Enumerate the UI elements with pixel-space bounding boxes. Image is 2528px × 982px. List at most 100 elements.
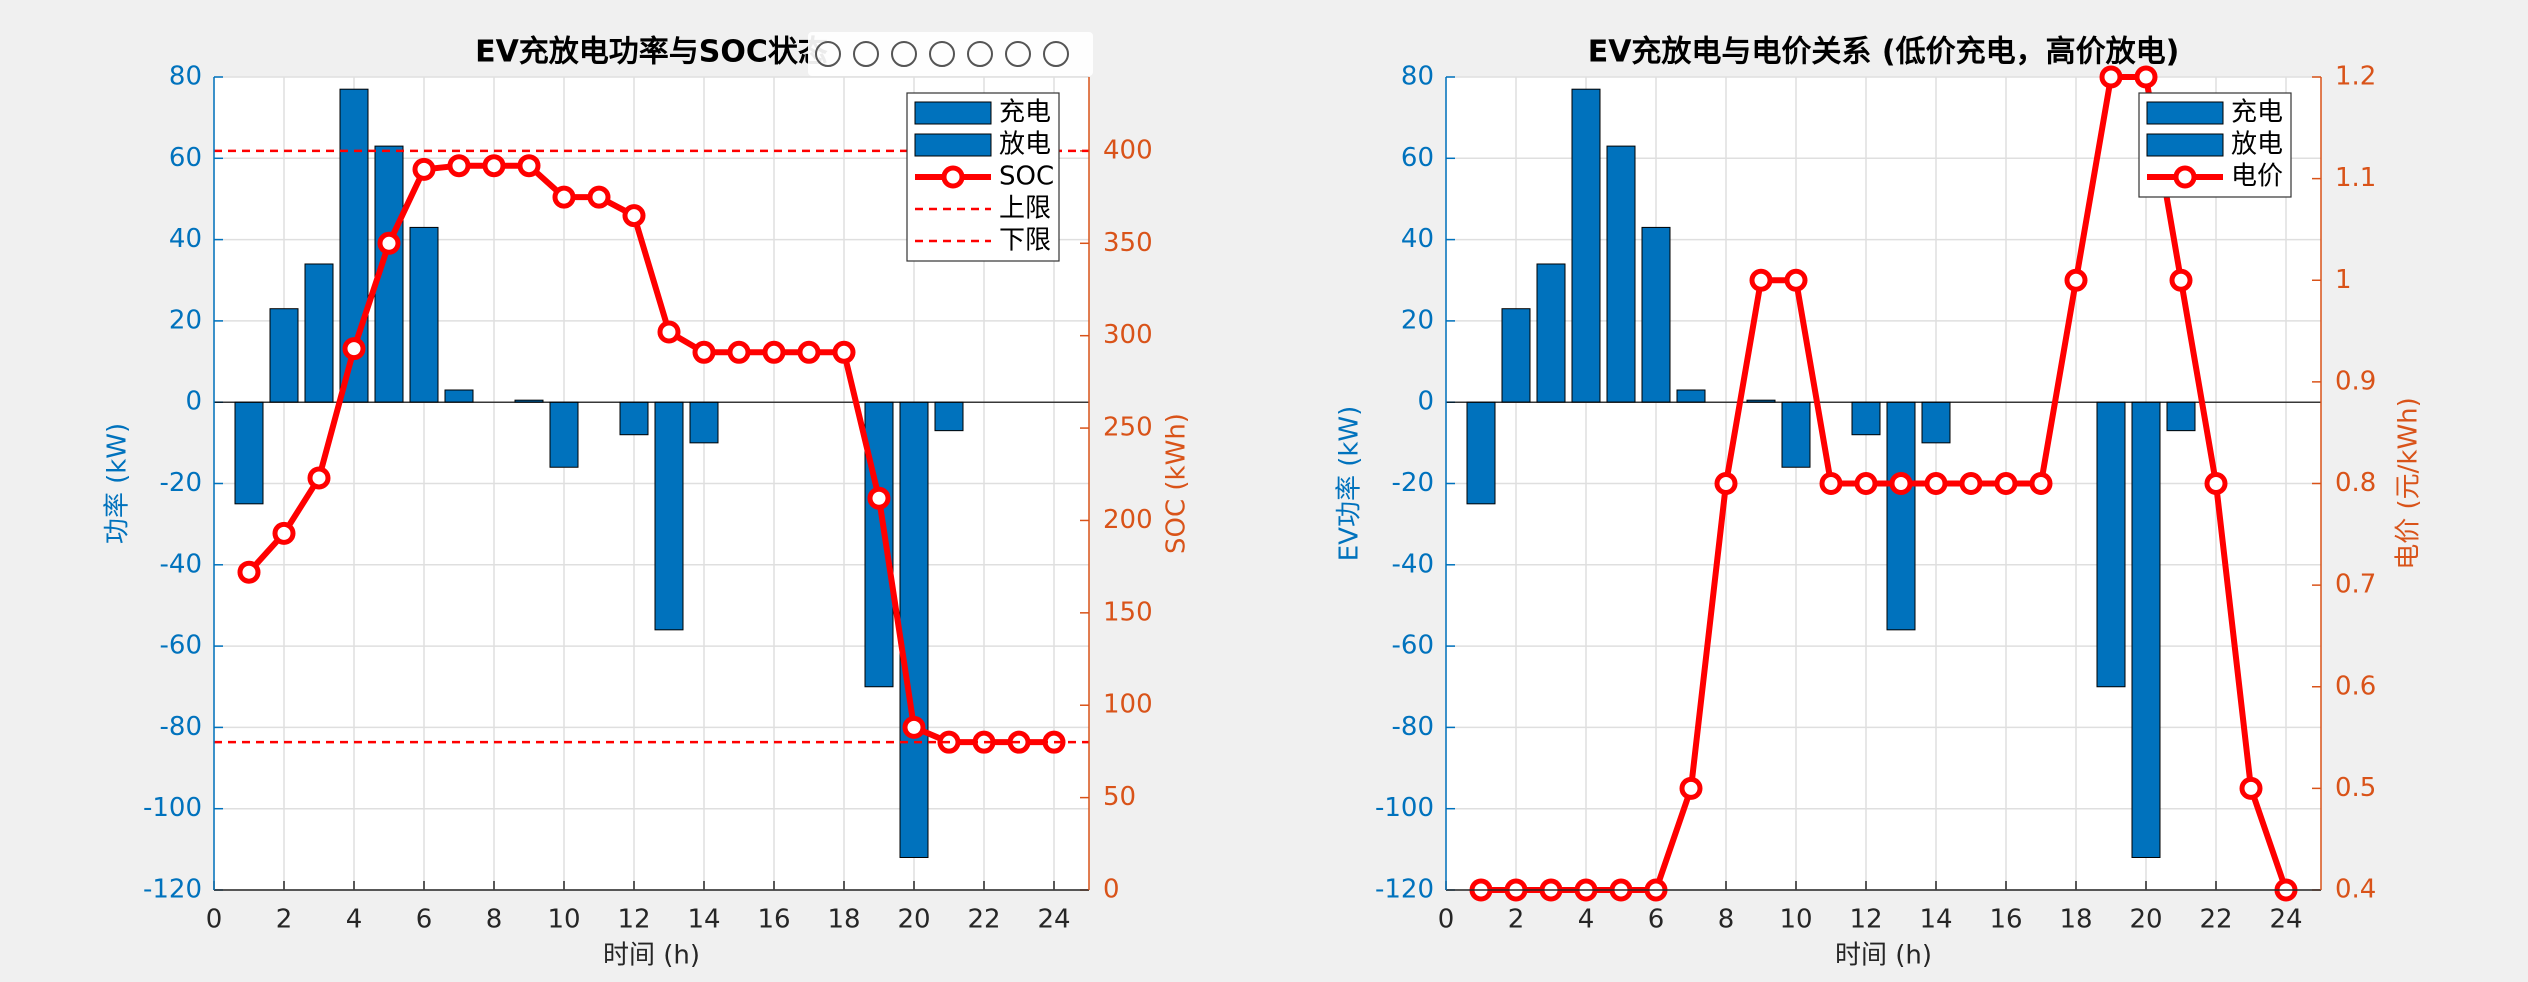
toolbar-icon[interactable] (891, 41, 917, 67)
bar (689, 401, 719, 444)
marker (342, 337, 366, 361)
x-tick-label: 4 (1578, 905, 1595, 935)
y2-tick-label: 1.2 (2335, 62, 2376, 92)
toolbar-icon[interactable] (1043, 41, 1069, 67)
y-tick-label: 60 (1401, 143, 1434, 173)
marker (1959, 472, 1983, 495)
y-tick-label: -100 (143, 793, 202, 823)
y2-tick-label: 200 (1103, 505, 1153, 535)
x-tick-label: 22 (2199, 905, 2232, 935)
y2-axis-label: 电价 (元/kWh) (2394, 397, 2424, 570)
x-tick-label: 18 (827, 905, 860, 935)
y-tick-label: 40 (169, 224, 202, 254)
legend-label: SOC (999, 162, 1054, 192)
bar (1571, 88, 1601, 403)
toolbar-icon[interactable] (929, 41, 955, 67)
marker (1994, 472, 2018, 495)
marker (307, 466, 331, 490)
x-tick-label: 16 (1989, 905, 2022, 935)
toolbar-icon[interactable] (853, 41, 879, 67)
x-tick-label: 2 (1508, 905, 1525, 935)
chart-title: EV充放电功率与SOC状态 (475, 35, 828, 70)
x-tick-label: 12 (1849, 905, 1882, 935)
chart-title: EV充放电与电价关系 (低价充电，高价放电) (1588, 35, 2180, 70)
x-tick-label: 18 (2059, 905, 2092, 935)
legend-label: 下限 (999, 226, 1051, 256)
y-tick-label: 0 (1417, 387, 1434, 417)
y-axis-label: 功率 (kW) (103, 423, 133, 544)
marker (1854, 472, 1878, 495)
y2-tick-label: 50 (1103, 782, 1136, 812)
marker (1784, 268, 1808, 292)
marker (1679, 776, 1703, 800)
toolbar-icon[interactable] (967, 41, 993, 67)
bar (1921, 401, 1951, 444)
marker (1889, 472, 1913, 495)
legend-label: 电价 (2231, 162, 2283, 192)
toolbar-icon[interactable] (815, 41, 841, 67)
x-tick-label: 10 (547, 905, 580, 935)
y-tick-label: -100 (1375, 793, 1434, 823)
marker (2204, 472, 2228, 495)
legend-label: 放电 (999, 130, 1051, 160)
marker (447, 154, 471, 178)
legend-label: 上限 (999, 194, 1051, 224)
y-axis-label: EV功率 (kW) (1335, 406, 1365, 562)
bar (304, 263, 334, 403)
y-tick-label: -40 (160, 549, 202, 579)
y-tick-label: 20 (1401, 305, 1434, 335)
y2-tick-label: 0.8 (2335, 468, 2376, 498)
marker (552, 185, 576, 209)
y-tick-label: 80 (169, 62, 202, 92)
y-tick-label: -20 (160, 468, 202, 498)
x-tick-label: 24 (2269, 905, 2302, 935)
marker (2099, 65, 2123, 89)
x-tick-label: 2 (276, 905, 293, 935)
x-tick-label: 16 (757, 905, 790, 935)
marker (867, 486, 891, 510)
bar (234, 401, 264, 505)
y-tick-label: -120 (1375, 875, 1434, 905)
bar (2131, 401, 2161, 858)
bar (2166, 401, 2196, 432)
toolbar-icon[interactable] (1005, 41, 1031, 67)
x-tick-label: 0 (1438, 905, 1455, 935)
x-tick-label: 22 (967, 905, 1000, 935)
y2-tick-label: 0.5 (2335, 773, 2376, 803)
y-tick-label: -80 (1392, 712, 1434, 742)
y-tick-label: -60 (1392, 631, 1434, 661)
x-tick-label: 20 (2129, 905, 2162, 935)
y2-axis-label: SOC (kWh) (1162, 413, 1192, 554)
bar (2096, 401, 2126, 688)
bar (654, 401, 684, 631)
marker (412, 157, 436, 181)
y-tick-label: -60 (160, 631, 202, 661)
marker (2169, 268, 2193, 292)
x-tick-label: 12 (617, 905, 650, 935)
legend-marker (941, 165, 965, 189)
bar (1781, 401, 1811, 468)
bar (1676, 389, 1706, 403)
marker (727, 340, 751, 364)
x-axis-label: 时间 (h) (603, 941, 700, 971)
y-tick-label: -120 (143, 875, 202, 905)
marker (272, 521, 296, 545)
marker (762, 340, 786, 364)
legend-label: 放电 (2231, 130, 2283, 160)
marker (237, 560, 261, 584)
marker (517, 154, 541, 178)
legend-swatch (914, 133, 992, 157)
y-tick-label: -80 (160, 712, 202, 742)
bar (619, 401, 649, 436)
y2-tick-label: 300 (1103, 320, 1153, 350)
marker (482, 154, 506, 178)
marker (797, 340, 821, 364)
bar (1501, 308, 1531, 403)
y2-tick-label: 1 (2335, 265, 2352, 295)
marker (587, 185, 611, 209)
x-axis-label: 时间 (h) (1835, 941, 1932, 971)
x-tick-label: 10 (1779, 905, 1812, 935)
